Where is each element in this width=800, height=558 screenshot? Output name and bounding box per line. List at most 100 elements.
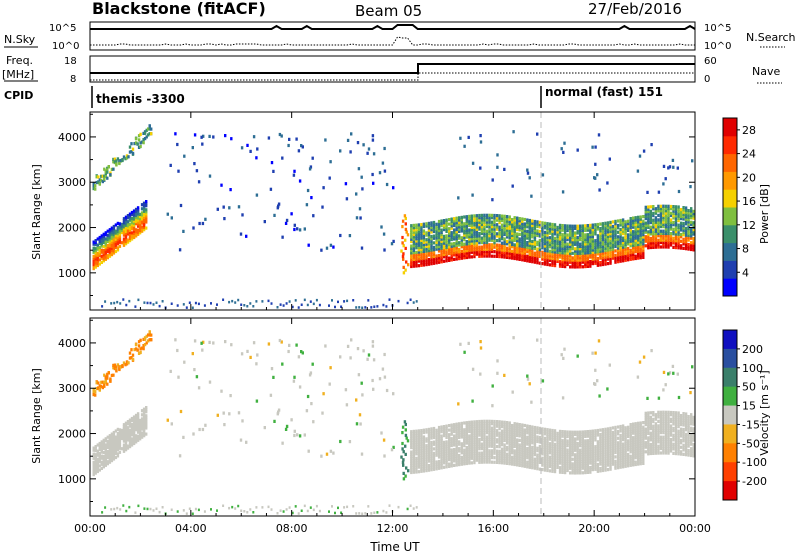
power-cell [501, 224, 503, 227]
power-cell [116, 301, 118, 304]
power-cell [177, 170, 179, 173]
power-cell [677, 205, 679, 208]
power-cell [138, 138, 140, 141]
velocity-cell [371, 379, 373, 382]
power-cell [582, 224, 584, 227]
velocity-cell [372, 340, 374, 343]
velocity-cell [361, 393, 363, 396]
power-cell [479, 167, 481, 170]
power-cell [443, 219, 445, 222]
velocity-cell [549, 469, 551, 472]
power-cell [453, 242, 455, 245]
power-cell [448, 223, 450, 226]
power-cell [428, 222, 430, 225]
power-cell [594, 146, 596, 149]
power-cell [201, 143, 203, 146]
power-cell [642, 220, 644, 223]
power-cell [680, 208, 682, 211]
velocity-cell [109, 379, 111, 382]
power-cell [210, 302, 212, 305]
velocity-cell [511, 424, 513, 427]
velocity-cell [524, 428, 526, 431]
power-cell [145, 200, 147, 203]
velocity-cell [607, 427, 609, 430]
power-cell [476, 214, 478, 217]
velocity-cell [491, 461, 493, 464]
velocity-cell [572, 462, 574, 465]
power-cell [566, 224, 568, 227]
power-cell [405, 228, 407, 231]
velocity-cell [516, 438, 518, 441]
velocity-cell [398, 506, 400, 509]
velocity-cell [438, 460, 440, 463]
velocity-cell [116, 507, 118, 510]
power-cell [286, 219, 288, 222]
velocity-cell [486, 436, 488, 439]
power-cell [361, 247, 363, 250]
power-cell [430, 235, 432, 238]
power-cell [496, 232, 498, 235]
power-cell [448, 257, 450, 260]
velocity-cell [310, 402, 312, 405]
velocity-cell [461, 422, 463, 425]
velocity-cell [94, 394, 96, 397]
velocity-cell [357, 347, 359, 350]
velocity-cell [496, 420, 498, 423]
velocity-cell [536, 426, 538, 429]
power-cell [652, 205, 654, 208]
power-cell [423, 229, 425, 232]
velocity-cell [249, 356, 251, 359]
power-cell [682, 206, 684, 209]
power-cell [529, 219, 531, 222]
power-cell [506, 247, 508, 250]
power-cell [382, 304, 384, 307]
power-cell [451, 231, 453, 234]
power-cell [361, 176, 363, 179]
velocity-cell [255, 506, 257, 509]
velocity-cell [519, 439, 521, 442]
power-cell [413, 301, 415, 304]
power-cell [471, 215, 473, 218]
power-cell [255, 300, 257, 303]
power-cell [642, 215, 644, 218]
power-cell [192, 307, 194, 310]
velocity-cell [240, 439, 242, 442]
y-tick-label: 2000 [58, 222, 86, 235]
velocity-cell [637, 422, 639, 425]
power-cell [223, 206, 225, 209]
velocity-cell [468, 434, 470, 437]
velocity-cell [256, 400, 258, 403]
power-cell [637, 170, 639, 173]
y-tick-label: 1000 [58, 267, 86, 280]
power-cell [256, 194, 258, 197]
power-cell [657, 218, 659, 221]
power-cell [330, 244, 332, 247]
velocity-cell [329, 366, 331, 369]
velocity-cell [403, 472, 405, 475]
velocity-cell [453, 464, 455, 467]
power-cell [137, 206, 139, 209]
power-cell [624, 220, 626, 223]
velocity-cell [544, 428, 546, 431]
power-cell [617, 231, 619, 234]
power-cell [536, 248, 538, 251]
power-cell [143, 301, 145, 304]
power-cell [310, 196, 312, 199]
velocity-cell [448, 424, 450, 427]
velocity-cell [456, 423, 458, 426]
power-cell [212, 135, 214, 138]
velocity-cell [584, 430, 586, 433]
power-cell [672, 205, 674, 208]
power-cell [677, 224, 679, 227]
velocity-cell [373, 512, 375, 515]
velocity-cell [443, 425, 445, 428]
power-cell [110, 302, 112, 305]
velocity-cell [383, 353, 385, 356]
power-cell [635, 255, 637, 258]
power-cell [561, 147, 563, 150]
power-cell [418, 264, 420, 267]
power-cell [645, 222, 647, 225]
velocity-cell [574, 453, 576, 456]
power-cell [635, 216, 637, 219]
